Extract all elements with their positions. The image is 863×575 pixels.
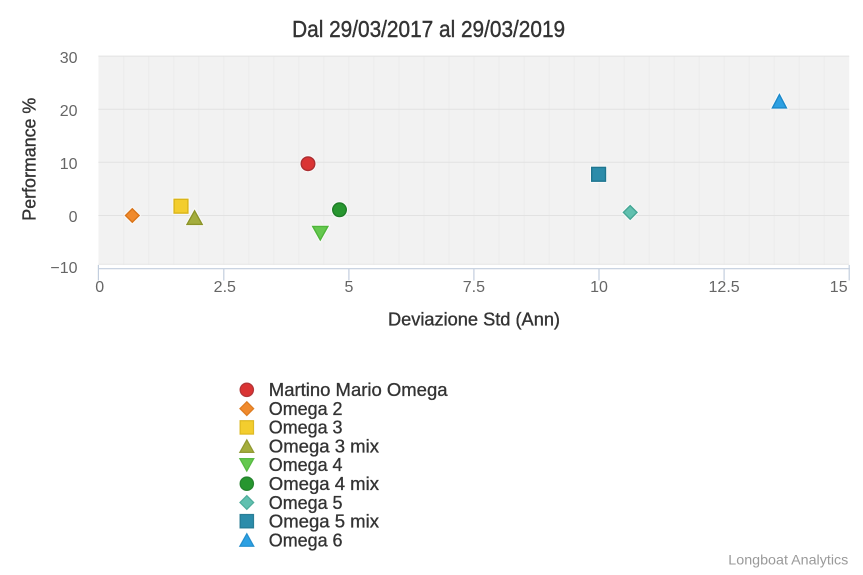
svg-text:0: 0 bbox=[95, 279, 104, 296]
svg-text:Omega 2: Omega 2 bbox=[269, 399, 343, 419]
svg-text:Martino Mario Omega: Martino Mario Omega bbox=[269, 380, 449, 400]
svg-text:Performance %: Performance % bbox=[19, 98, 39, 221]
svg-text:Omega 4 mix: Omega 4 mix bbox=[269, 474, 379, 494]
svg-text:7.5: 7.5 bbox=[463, 279, 485, 296]
svg-text:20: 20 bbox=[60, 103, 78, 120]
svg-text:Omega 5: Omega 5 bbox=[269, 493, 343, 513]
svg-text:Omega 3: Omega 3 bbox=[269, 418, 343, 438]
svg-text:Omega 6: Omega 6 bbox=[269, 530, 343, 550]
svg-text:15: 15 bbox=[830, 279, 848, 296]
svg-text:Deviazione Std (Ann): Deviazione Std (Ann) bbox=[388, 309, 560, 330]
svg-text:12.5: 12.5 bbox=[709, 279, 740, 296]
svg-text:10: 10 bbox=[590, 279, 608, 296]
svg-text:−10: −10 bbox=[50, 260, 77, 277]
svg-text:10: 10 bbox=[60, 156, 78, 173]
svg-text:Omega 3 mix: Omega 3 mix bbox=[269, 436, 379, 456]
svg-text:30: 30 bbox=[60, 50, 78, 67]
svg-text:Omega 5 mix: Omega 5 mix bbox=[269, 512, 379, 532]
svg-text:2.5: 2.5 bbox=[214, 279, 236, 296]
svg-text:Dal 29/03/2017 al 29/03/2019: Dal 29/03/2017 al 29/03/2019 bbox=[292, 16, 565, 42]
svg-text:Omega 4: Omega 4 bbox=[269, 455, 343, 475]
svg-text:5: 5 bbox=[344, 279, 353, 296]
svg-text:Longboat Analytics: Longboat Analytics bbox=[728, 552, 848, 568]
svg-text:0: 0 bbox=[69, 209, 78, 226]
